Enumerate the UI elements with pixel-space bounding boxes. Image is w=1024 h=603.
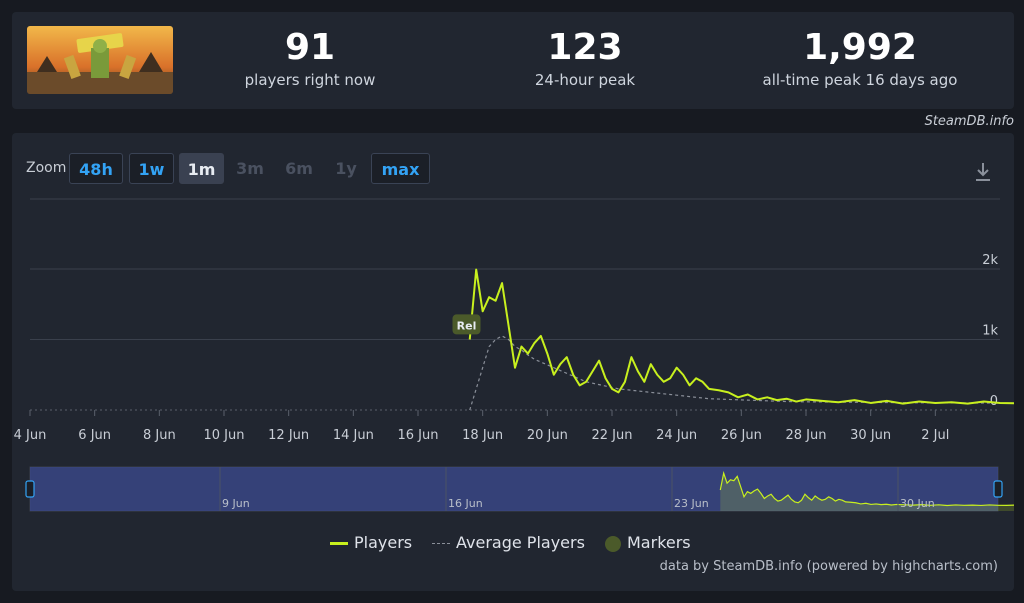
x-tick-label: 2 Jul: [921, 428, 949, 443]
navigator-right-handle[interactable]: [993, 480, 1003, 498]
legend-players-label: Players: [354, 533, 413, 552]
current-players-label: players right now: [244, 71, 376, 89]
x-tick-label: 16 Jun: [398, 428, 439, 443]
zoom-1m-button[interactable]: 1m: [179, 153, 224, 184]
series-players: [468, 268, 1014, 405]
x-tick-label: 6 Jun: [78, 428, 111, 443]
steamdb-brand[interactable]: SteamDB.info: [924, 114, 1014, 129]
stat-24h-peak: 123 24-hour peak: [455, 26, 715, 90]
legend-average-players[interactable]: Average Players: [432, 531, 585, 555]
x-tick-label: 24 Jun: [656, 428, 697, 443]
zoom-label: Zoom: [26, 160, 67, 176]
legend-markers-label: Markers: [627, 533, 691, 552]
release-marker-label: Rel: [457, 319, 477, 332]
stats-panel: 91 players right now 123 24-hour peak 1,…: [12, 12, 1014, 109]
x-tick-label: 30 Jun: [850, 428, 891, 443]
navigator-line: [719, 470, 1014, 507]
x-tick-label: 26 Jun: [721, 428, 762, 443]
zoom-1y-button[interactable]: 1y: [335, 159, 357, 178]
zoom-max-button[interactable]: max: [371, 153, 430, 184]
x-tick-label: 20 Jun: [527, 428, 568, 443]
legend-players-swatch: [330, 542, 348, 545]
zoom-3m-button[interactable]: 3m: [236, 159, 264, 178]
peak-24h-label: 24-hour peak: [534, 71, 636, 89]
navigator-label: 16 Jun: [448, 497, 483, 510]
peak-24h-value: 123: [547, 27, 623, 68]
navigator-label: 9 Jun: [222, 497, 250, 510]
alltime-peak-label: all-time peak 16 days ago: [762, 71, 958, 89]
navigator-left-handle[interactable]: [25, 480, 35, 498]
zoom-6m-button[interactable]: 6m: [285, 159, 313, 178]
navigator-label: 23 Jun: [674, 497, 709, 510]
x-tick-label: 14 Jun: [333, 428, 374, 443]
current-players-value: 91: [284, 27, 336, 68]
legend-markers[interactable]: Markers: [605, 531, 691, 555]
zoom-48h-button[interactable]: 48h: [69, 153, 123, 184]
y-tick-label: 2k: [982, 253, 998, 268]
chart-panel: 0 1k 2k 4 Jun 6 Jun 8 Jun 10 Jun 12 Jun 14 Jun 16…: [12, 133, 1014, 591]
legend-players[interactable]: Players: [330, 531, 412, 555]
series-average-players: [469, 335, 1014, 411]
stat-alltime-peak: 1,992 all-time peak 16 days ago: [730, 26, 990, 90]
x-tick-label: 10 Jun: [204, 428, 245, 443]
x-tick-label: 4 Jun: [14, 428, 47, 443]
x-tick-label: 22 Jun: [592, 428, 633, 443]
legend-average-label: Average Players: [456, 533, 585, 552]
release-marker: [452, 314, 481, 335]
stat-current-players: 91 players right now: [180, 26, 440, 90]
x-tick-label: 8 Jun: [143, 428, 176, 443]
navigator-label: 30 Jun: [900, 497, 935, 510]
x-tick-label: 28 Jun: [786, 428, 827, 443]
navigator-selection: [30, 467, 998, 511]
download-icon[interactable]: [974, 161, 992, 183]
credit-text[interactable]: data by SteamDB.info (powered by highcha…: [659, 559, 998, 574]
legend-markers-swatch: [605, 535, 621, 552]
x-tick-label: 12 Jun: [268, 428, 309, 443]
legend-average-swatch: [432, 543, 450, 544]
x-tick-label: 18 Jun: [462, 428, 503, 443]
alltime-peak-value: 1,992: [803, 27, 917, 68]
zoom-1w-button[interactable]: 1w: [129, 153, 174, 184]
game-thumbnail[interactable]: [27, 26, 173, 94]
y-tick-label: 1k: [982, 324, 998, 339]
